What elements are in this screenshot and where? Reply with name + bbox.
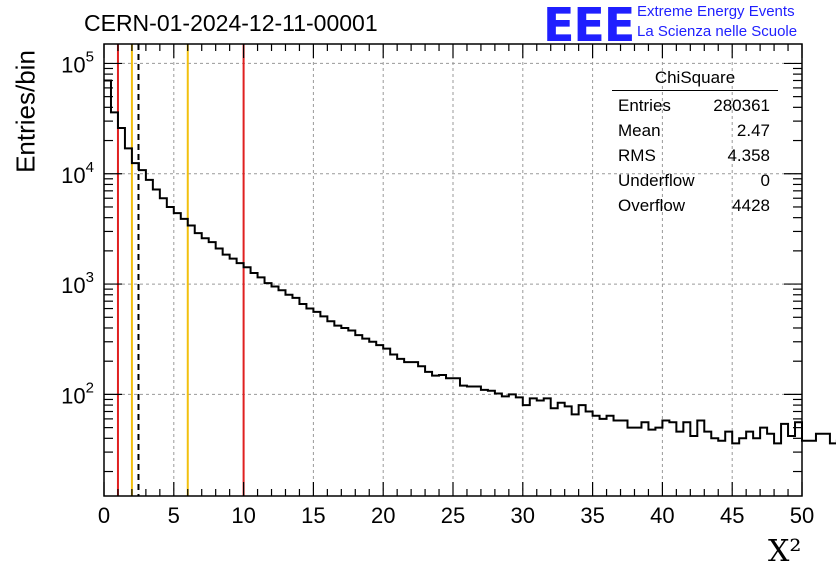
- stats-row-mean: Mean 2.47: [612, 118, 778, 143]
- stats-row-entries: Entries 280361: [612, 93, 778, 118]
- stats-label: Underflow: [618, 171, 695, 190]
- stats-box-title: ChiSquare: [612, 66, 778, 91]
- stats-value: 0: [760, 171, 770, 190]
- y-axis-title: Entries/bin: [10, 50, 41, 173]
- x-axis-title: X²: [768, 534, 802, 569]
- logo-text-line-1: Extreme Energy Events: [637, 3, 795, 20]
- stats-value: 2.47: [736, 121, 770, 140]
- y-tick-label: 102: [61, 379, 94, 408]
- x-tick-label: 50: [790, 503, 814, 528]
- stats-row-underflow: Underflow 0: [612, 168, 778, 193]
- y-tick-label: 104: [61, 159, 94, 188]
- stats-label: Entries: [618, 96, 671, 115]
- x-tick-label: 0: [98, 503, 110, 528]
- axis-ticks: [103, 44, 803, 496]
- x-tick-label: 5: [168, 503, 180, 528]
- x-tick-label: 30: [511, 503, 535, 528]
- stats-row-rms: RMS 4.358: [612, 143, 778, 168]
- stats-label: RMS: [618, 146, 656, 165]
- x-tick-label: 25: [441, 503, 465, 528]
- stats-box: ChiSquare Entries 280361 Mean 2.47 RMS 4…: [612, 66, 778, 218]
- stats-value: 4428: [732, 196, 770, 215]
- x-tick-label: 45: [720, 503, 744, 528]
- tick-labels: 0 5 10 15 20 25 30 35 40 45 50 102 103 104 105: [61, 48, 814, 528]
- x-tick-label: 35: [580, 503, 604, 528]
- x-tick-label: 10: [231, 503, 255, 528]
- x-tick-label: 40: [650, 503, 674, 528]
- y-tick-label: 103: [61, 269, 94, 298]
- logo-text-line-2: La Scienza nelle Scuole: [637, 23, 798, 40]
- stats-value: 280361: [713, 96, 770, 115]
- eee-logo: EEE: [543, 0, 635, 52]
- x-tick-label: 20: [371, 503, 395, 528]
- stats-label: Mean: [618, 121, 661, 140]
- stats-label: Overflow: [618, 196, 686, 215]
- stats-row-overflow: Overflow 4428: [612, 193, 778, 218]
- y-tick-label: 105: [61, 48, 94, 77]
- stats-value: 4.358: [727, 146, 770, 165]
- reference-lines: [116, 44, 245, 496]
- grid-lines: [104, 44, 802, 496]
- histogram-series: [104, 79, 836, 445]
- x-tick-label: 15: [301, 503, 325, 528]
- chart-title: CERN-01-2024-12-11-00001: [84, 10, 378, 36]
